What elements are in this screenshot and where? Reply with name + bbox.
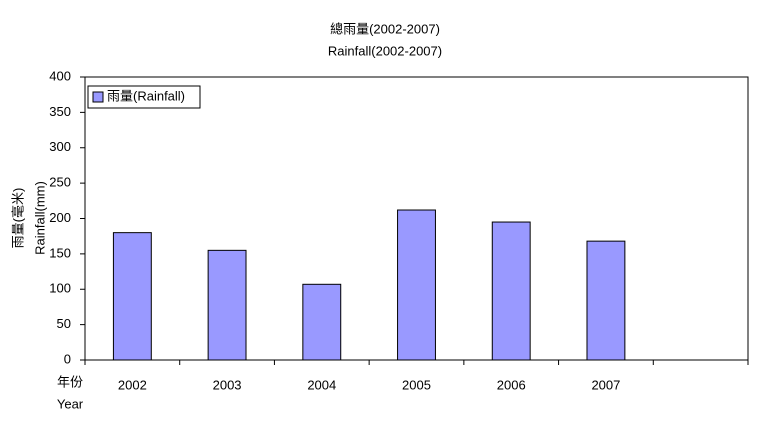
bar xyxy=(207,249,247,361)
bar xyxy=(491,221,531,361)
y-tick-label: 350 xyxy=(49,104,71,119)
legend-label: 雨量(Rainfall) xyxy=(107,88,185,103)
y-tick-label: 300 xyxy=(49,139,71,154)
legend-swatch xyxy=(92,91,104,103)
legend-box xyxy=(87,85,201,109)
x-tick-label: 2006 xyxy=(497,377,526,392)
y-tick-label: 50 xyxy=(57,316,71,331)
bar xyxy=(112,232,152,361)
bar xyxy=(586,240,626,361)
x-tick-label: 2003 xyxy=(213,377,242,392)
bar xyxy=(397,209,436,361)
chart-title: 總雨量(2002-2007) xyxy=(330,21,440,36)
x-tick-label: 2004 xyxy=(307,377,336,392)
bar xyxy=(302,283,342,361)
y-tick-label: 400 xyxy=(49,68,71,83)
chart-subtitle: Rainfall(2002-2007) xyxy=(328,43,442,58)
y-tick-label: 200 xyxy=(49,210,71,225)
x-tick-label: 2005 xyxy=(402,377,431,392)
y-tick-label: 0 xyxy=(64,351,71,366)
y-axis-label: Rainfall(mm) xyxy=(32,181,47,255)
y-tick-label: 100 xyxy=(49,281,71,296)
y-tick-label: 150 xyxy=(49,245,71,260)
y-tick-label: 250 xyxy=(49,175,71,190)
x-axis-label: Year xyxy=(57,396,84,411)
x-axis-label: 年份 xyxy=(57,374,83,389)
x-tick-label: 2002 xyxy=(118,377,147,392)
x-tick-label: 2007 xyxy=(591,377,620,392)
y-axis-label: 雨量(毫米) xyxy=(10,188,25,249)
